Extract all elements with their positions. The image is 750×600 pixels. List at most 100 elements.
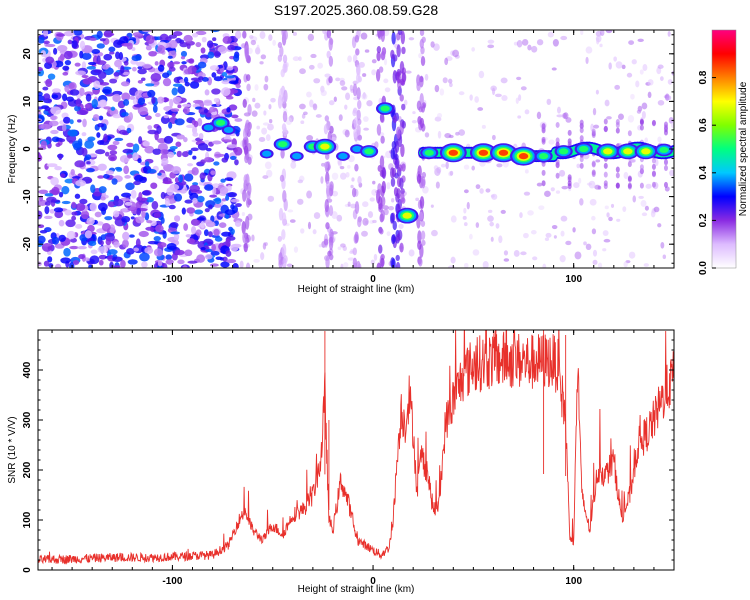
streak-speckle [355,73,361,84]
streak-speckle [398,164,403,172]
noise-speckle [458,129,466,136]
noise-speckle [99,240,104,246]
noise-speckle [84,154,92,161]
noise-speckle [498,235,503,244]
noise-speckle [466,201,470,210]
noise-speckle [445,161,449,170]
colorbar-label: Normalized spectral amplitude [738,81,749,216]
noise-speckle [642,63,648,72]
noise-speckle [43,93,51,101]
noise-speckle [126,153,133,159]
noise-speckle [212,37,217,42]
noise-speckle [463,164,470,170]
noise-speckle [44,62,53,69]
noise-speckle [78,254,86,260]
streak-speckle [328,75,333,84]
noise-speckle [63,30,75,37]
noise-speckle [196,254,206,263]
streak-speckle [323,124,329,135]
sidelobe-speckle [541,136,546,143]
sidelobe-speckle [663,158,668,165]
noise-speckle [213,51,221,58]
noise-speckle [122,239,129,248]
noise-speckle [120,65,125,74]
noise-speckle [500,77,508,84]
noise-speckle [157,44,165,54]
noise-speckle [551,224,558,230]
noise-speckle [214,203,222,208]
streak-speckle [399,94,404,102]
noise-speckle [75,224,83,229]
noise-speckle [81,132,87,137]
streak-speckle [247,103,252,116]
streak-speckle [243,145,249,156]
noise-speckle [320,176,324,184]
noise-speckle [195,30,207,36]
ridge-point [659,146,669,154]
noise-speckle [172,96,182,103]
noise-speckle [591,228,597,235]
noise-speckle [259,31,266,39]
noise-speckle [657,64,664,69]
noise-speckle [95,149,106,155]
streak-speckle [243,174,248,185]
noise-speckle [38,36,45,44]
noise-speckle [205,147,212,152]
noise-speckle [343,262,349,268]
noise-speckle [84,103,91,109]
noise-speckle [97,123,105,128]
y-tick-label: 300 [22,411,33,428]
noise-speckle [364,49,370,53]
streak-speckle [419,117,425,129]
noise-speckle [644,205,649,211]
noise-speckle [144,161,150,167]
streak-speckle [329,253,334,261]
noise-speckle [230,244,239,252]
streak-speckle [376,123,382,136]
noise-speckle [156,125,162,135]
noise-speckle [235,84,241,89]
noise-speckle [448,134,454,139]
noise-speckle [132,143,140,153]
noise-speckle [372,180,376,185]
noise-speckle [151,201,159,210]
noise-speckle [113,39,124,48]
noise-speckle [38,189,49,194]
ridge-point [641,148,651,155]
noise-speckle [347,201,351,207]
noise-speckle [662,254,667,260]
noise-speckle [576,163,581,169]
streak-speckle [420,56,426,67]
noise-speckle [212,186,217,196]
noise-speckle [320,90,327,97]
noise-speckle [208,204,213,210]
noise-speckle [433,43,440,51]
noise-speckle [604,99,610,107]
noise-speckle [555,190,561,194]
noise-speckle [233,54,240,62]
noise-speckle [463,207,467,214]
sidelobe-speckle [567,180,572,187]
noise-speckle [176,134,185,140]
streak-speckle [379,155,385,169]
noise-speckle [38,261,42,267]
noise-speckle [192,182,199,186]
noise-speckle [309,99,314,108]
noise-speckle [463,189,469,194]
noise-speckle [186,43,191,49]
noise-speckle [239,260,244,268]
noise-speckle [167,151,175,158]
noise-speckle [66,230,76,240]
noise-speckle [120,81,130,87]
streak-speckle [391,258,396,268]
noise-speckle [74,62,81,67]
noise-speckle [608,62,612,70]
colorbar: 0.0 0.2 0.4 0.6 0.8 Normalized spectral ampl… [698,29,749,275]
noise-speckle [62,71,69,76]
noise-speckle [230,155,237,160]
streak-speckle [381,180,386,194]
noise-speckle [53,207,64,213]
noise-speckle [39,230,48,234]
noise-speckle [79,87,85,97]
streak-speckle [392,70,398,84]
